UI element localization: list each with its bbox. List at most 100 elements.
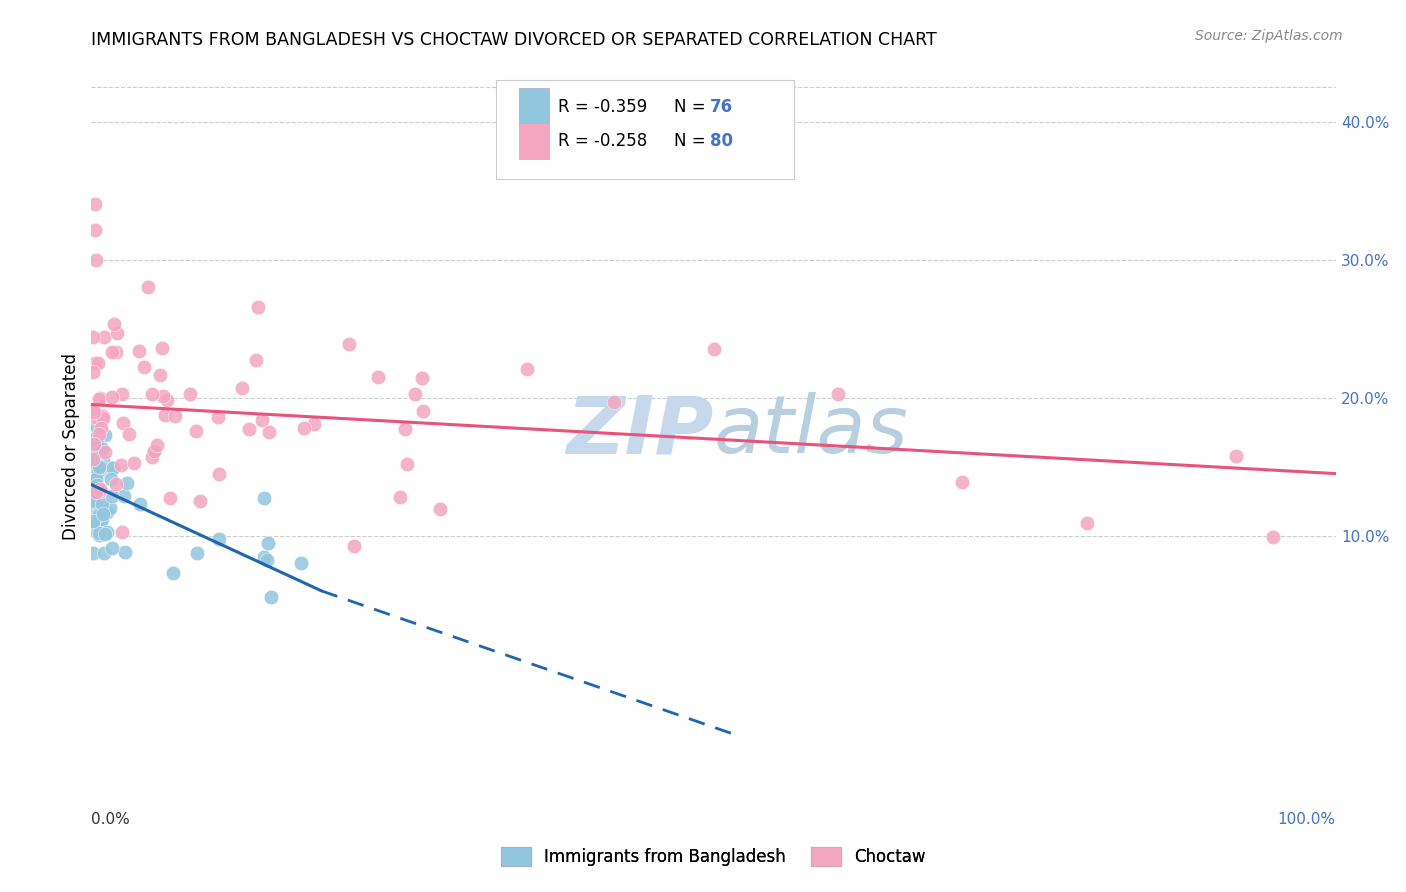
Point: [89, 484, 111, 499]
Point: [93, 330, 115, 344]
Point: [124, 456, 146, 470]
Point: [128, 343, 150, 358]
Point: [93, 411, 115, 425]
Point: [87, 525, 110, 540]
Point: [110, 458, 132, 472]
Point: [136, 280, 159, 294]
Point: [117, 426, 139, 441]
Point: [82, 486, 104, 500]
Point: [114, 545, 136, 559]
Point: [83, 509, 105, 524]
Point: [82, 523, 104, 537]
Text: 100.0%: 100.0%: [1278, 813, 1336, 828]
Point: [86, 484, 108, 499]
Point: [83, 450, 105, 465]
Point: [90, 459, 112, 474]
Text: R = -0.258: R = -0.258: [558, 132, 647, 150]
Point: [84, 472, 107, 486]
Point: [82, 452, 104, 467]
Point: [396, 458, 419, 472]
Point: [290, 556, 312, 570]
Point: [87, 464, 110, 478]
Point: [82, 492, 104, 507]
Point: [256, 536, 278, 550]
Point: [89, 392, 111, 407]
Point: [90, 420, 112, 434]
Point: [1076, 516, 1098, 531]
Point: [84, 471, 107, 485]
Point: [101, 490, 124, 504]
Point: [82, 450, 104, 465]
Point: [337, 337, 360, 351]
FancyBboxPatch shape: [496, 80, 794, 179]
Point: [91, 454, 114, 468]
Text: 0.0%: 0.0%: [91, 813, 131, 828]
Point: [702, 342, 725, 356]
Point: [82, 365, 104, 379]
Point: [146, 438, 169, 452]
Point: [389, 490, 412, 504]
Point: [207, 533, 229, 547]
Point: [103, 317, 125, 331]
Point: [292, 421, 315, 435]
Point: [94, 527, 117, 541]
Point: [84, 252, 107, 267]
Point: [86, 436, 108, 450]
Point: [186, 546, 208, 560]
Point: [89, 391, 111, 405]
Point: [82, 474, 104, 488]
Point: [83, 504, 105, 518]
Point: [245, 353, 267, 368]
Text: ZIP: ZIP: [567, 392, 713, 470]
Point: [84, 409, 107, 424]
Point: [141, 386, 163, 401]
Point: [89, 460, 111, 475]
Point: [247, 300, 270, 314]
Point: [104, 477, 127, 491]
Point: [84, 498, 107, 512]
Point: [111, 524, 134, 539]
Point: [429, 502, 451, 516]
Point: [89, 464, 111, 478]
Point: [91, 512, 114, 526]
Point: [82, 402, 104, 417]
Point: [84, 460, 107, 475]
Point: [82, 480, 104, 494]
Point: [165, 409, 187, 424]
Text: Source: ZipAtlas.com: Source: ZipAtlas.com: [1195, 29, 1343, 43]
Point: [111, 387, 134, 401]
Point: [159, 491, 181, 505]
Point: [94, 445, 117, 459]
Text: atlas: atlas: [713, 392, 908, 470]
Point: [100, 345, 122, 359]
Point: [84, 475, 107, 489]
Point: [256, 553, 278, 567]
Point: [83, 483, 105, 497]
Point: [152, 389, 174, 403]
Point: [83, 223, 105, 237]
Point: [87, 508, 110, 523]
Point: [82, 469, 104, 483]
Point: [86, 357, 108, 371]
Point: [142, 444, 165, 458]
Point: [179, 387, 201, 401]
Point: [150, 341, 173, 355]
Point: [82, 514, 104, 528]
Point: [82, 454, 104, 468]
Point: [252, 491, 274, 505]
Point: [91, 508, 114, 522]
Point: [101, 391, 124, 405]
Point: [82, 432, 104, 446]
Point: [105, 345, 128, 359]
Point: [84, 356, 107, 370]
Point: [83, 462, 105, 476]
Text: 76: 76: [710, 97, 733, 116]
Point: [404, 386, 426, 401]
Point: [115, 476, 138, 491]
Point: [155, 408, 177, 422]
Text: N =: N =: [673, 97, 710, 116]
Point: [82, 515, 104, 529]
Point: [155, 392, 177, 407]
Point: [412, 403, 434, 417]
Point: [101, 461, 124, 475]
